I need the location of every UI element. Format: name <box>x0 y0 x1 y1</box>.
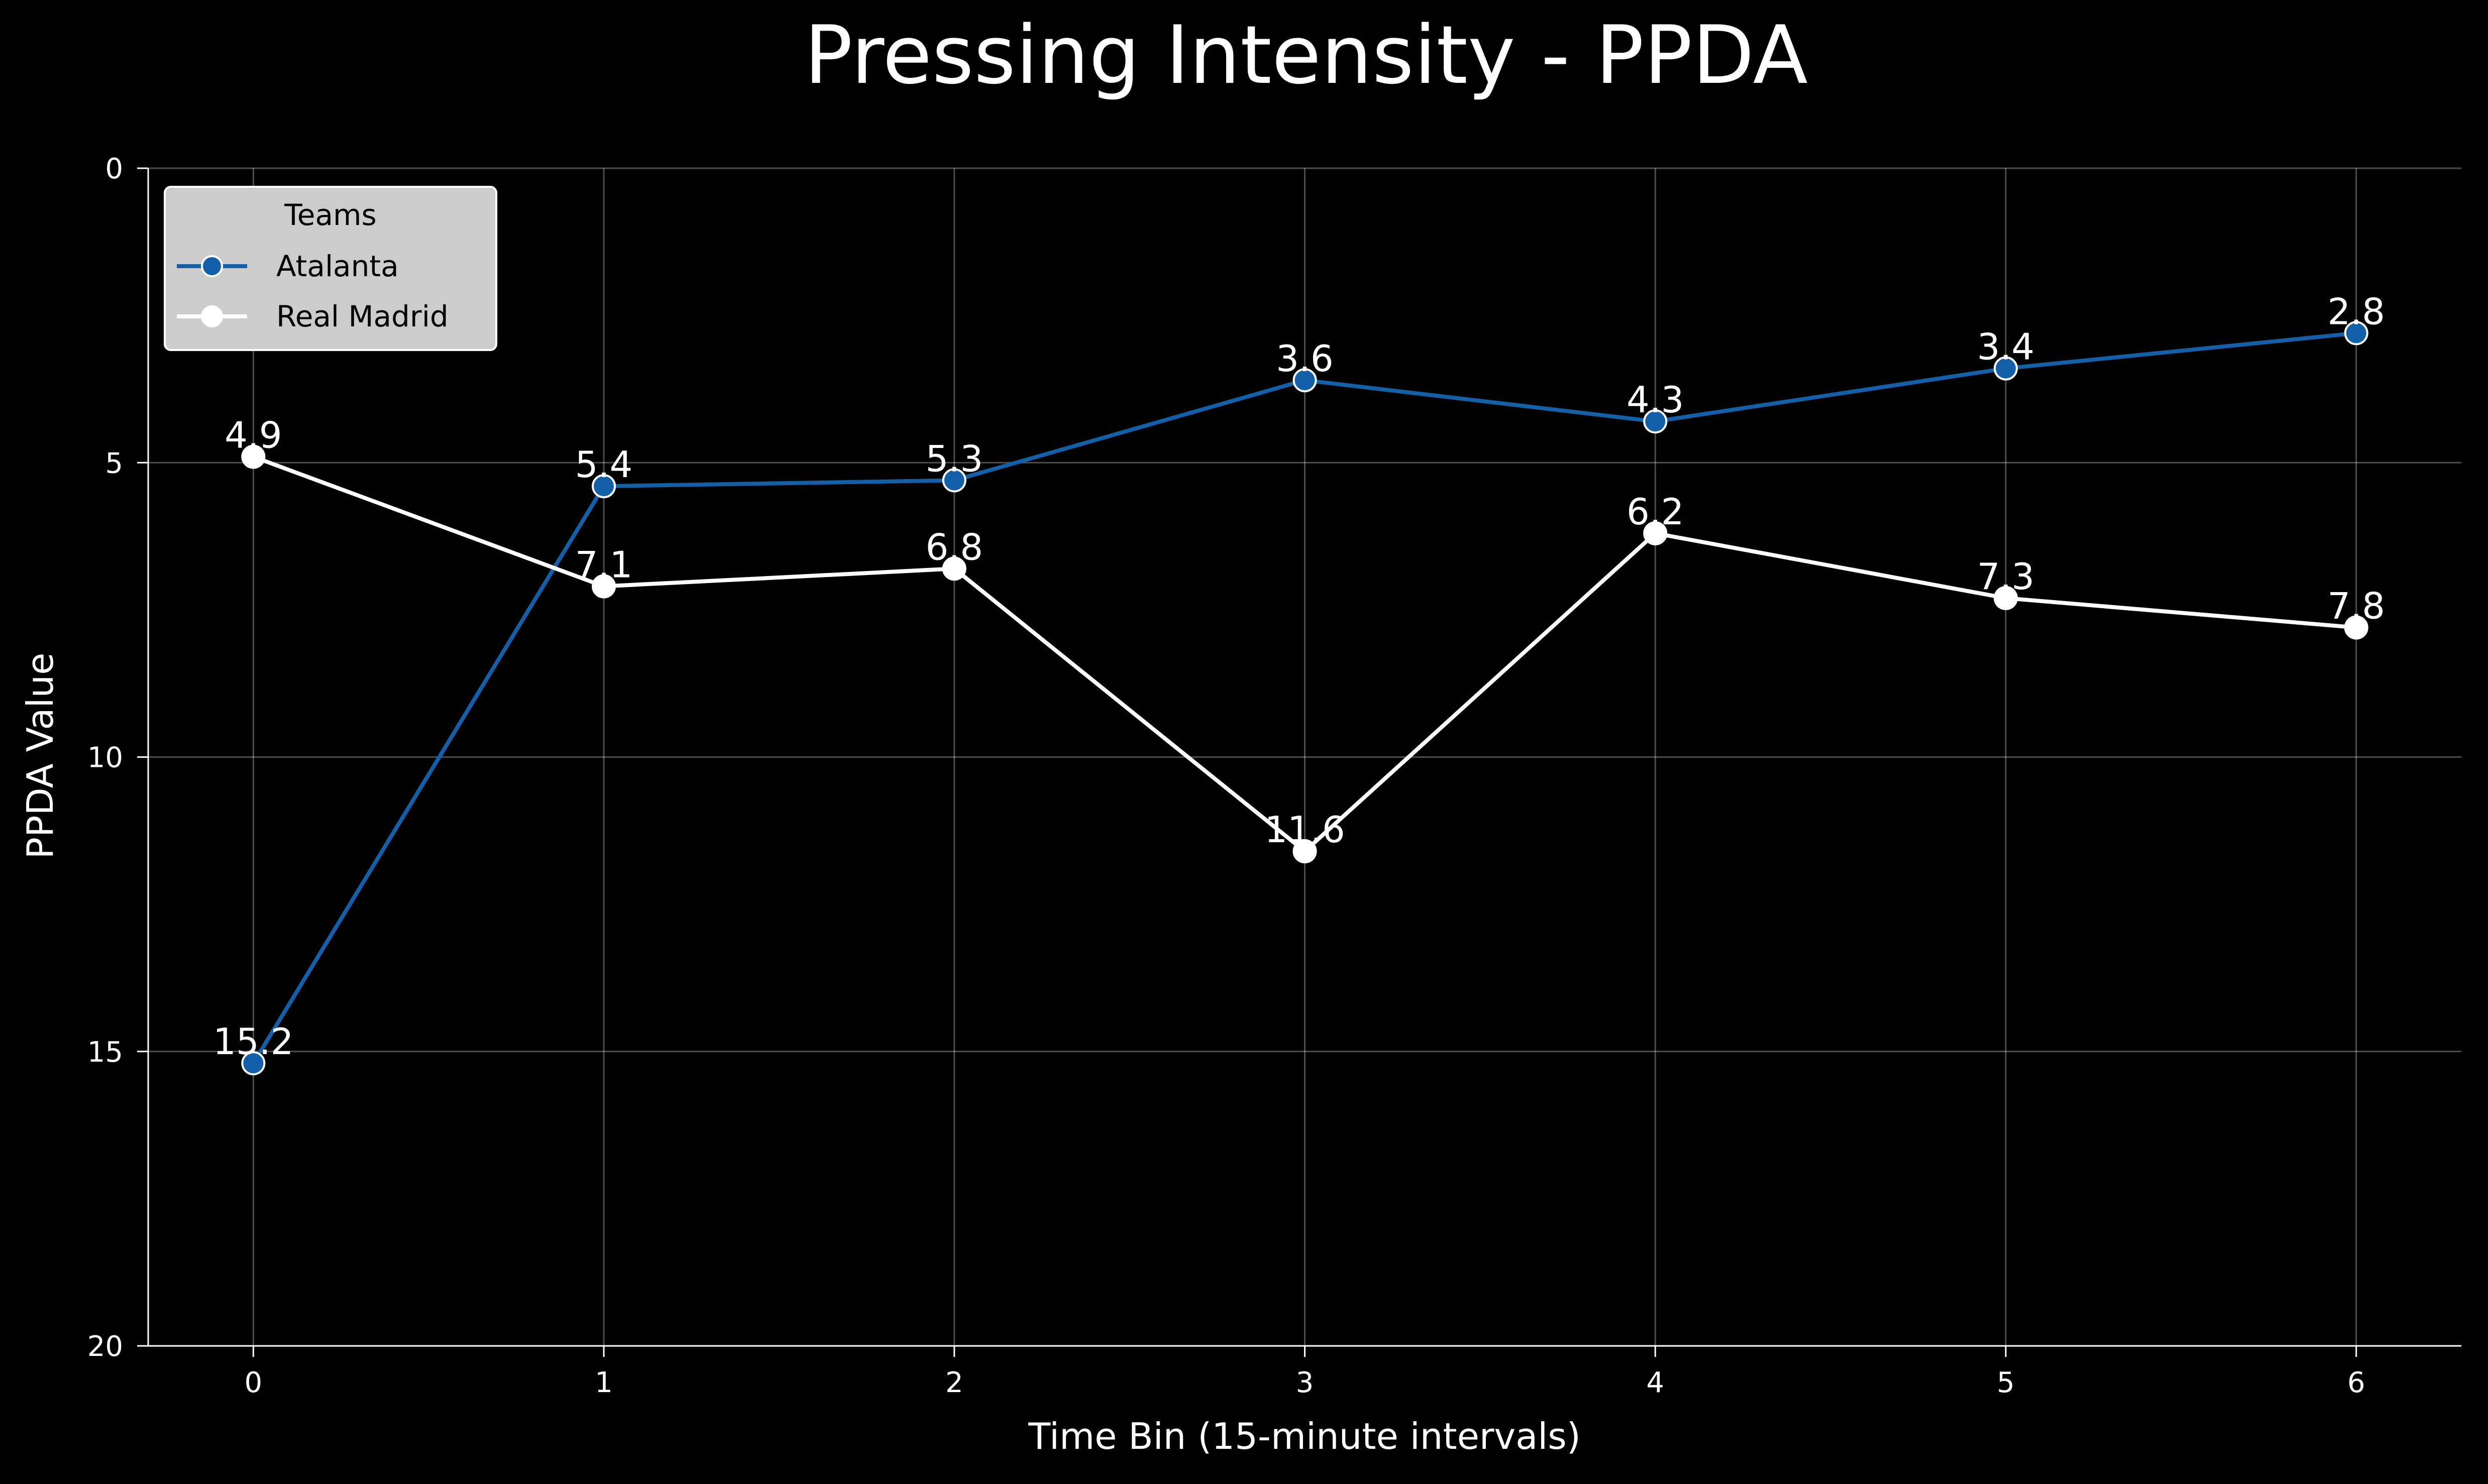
data-label-atalanta-4: 4.3 <box>1627 379 1684 421</box>
legend: Teams Atalanta Real Madrid <box>164 186 497 351</box>
data-point-real-madrid-4 <box>1643 521 1668 545</box>
data-point-real-madrid-5 <box>1993 586 2018 610</box>
data-point-atalanta-6 <box>2344 321 2368 346</box>
data-point-real-madrid-3 <box>1292 839 1317 864</box>
data-label-real-madrid-1: 7.1 <box>575 543 633 586</box>
data-labels: 15.2 5.4 5.3 3.6 4.3 3.4 2.8 4.9 7.1 6.8 11.6 6.2 7.… <box>213 290 2385 1063</box>
data-point-atalanta-2 <box>942 468 966 493</box>
data-point-atalanta-3 <box>1292 368 1317 393</box>
legend-entries: Atalanta Real Madrid <box>177 249 449 333</box>
data-label-real-madrid-6: 7.8 <box>2327 585 2385 627</box>
data-label-real-madrid-4: 6.2 <box>1627 491 1684 533</box>
y-axis-label: PPDA Value <box>19 653 61 859</box>
y-tick-label-15: 15 <box>87 1036 123 1069</box>
y-tick-label-5: 5 <box>105 447 123 480</box>
data-point-atalanta-4 <box>1643 409 1668 434</box>
x-tick-label-3: 3 <box>1296 1366 1314 1399</box>
data-point-real-madrid-1 <box>592 574 616 599</box>
data-point-real-madrid-6 <box>2344 615 2368 640</box>
tick-labels: 0 1 2 3 4 5 6 0 5 10 15 20 <box>87 153 2365 1399</box>
legend-marker-real-madrid <box>201 305 223 327</box>
y-tick-label-0: 0 <box>105 153 123 185</box>
data-label-real-madrid-5: 7.3 <box>1977 555 2035 598</box>
data-point-real-madrid-2 <box>942 556 966 581</box>
x-tick-label-1: 1 <box>595 1366 613 1399</box>
legend-label-real-madrid: Real Madrid <box>276 299 449 333</box>
legend-marker-atalanta <box>201 255 223 277</box>
data-label-real-madrid-2: 6.8 <box>926 526 984 568</box>
chart-title: Pressing Intensity - PPDA <box>804 8 1808 102</box>
axes <box>137 167 2461 1357</box>
x-tick-label-0: 0 <box>244 1366 262 1399</box>
x-tick-label-4: 4 <box>1646 1366 1664 1399</box>
y-tick-label-20: 20 <box>87 1330 123 1363</box>
legend-box <box>164 186 497 351</box>
x-tick-label-2: 2 <box>945 1366 963 1399</box>
data-point-real-madrid-0 <box>241 444 266 469</box>
legend-label-atalanta: Atalanta <box>276 249 399 283</box>
data-point-atalanta-5 <box>1993 356 2018 381</box>
x-axis-label: Time Bin (15-minute intervals) <box>1028 1415 1581 1457</box>
legend-title: Teams <box>284 198 377 232</box>
grid-lines <box>148 167 2461 1347</box>
data-label-atalanta-0: 15.2 <box>213 1020 293 1063</box>
data-point-atalanta-1 <box>592 474 616 499</box>
data-label-atalanta-6: 2.8 <box>2327 290 2385 332</box>
data-label-real-madrid-0: 4.9 <box>225 414 282 456</box>
y-tick-label-10: 10 <box>87 742 123 774</box>
data-point-atalanta-0 <box>241 1051 266 1076</box>
data-label-atalanta-3: 3.6 <box>1276 337 1334 380</box>
data-label-atalanta-2: 5.3 <box>926 437 984 480</box>
x-tick-label-6: 6 <box>2347 1366 2365 1399</box>
data-label-atalanta-1: 5.4 <box>575 443 633 486</box>
data-label-atalanta-5: 3.4 <box>1977 326 2035 368</box>
x-tick-label-5: 5 <box>1997 1366 2015 1399</box>
series-lines <box>241 321 2368 1076</box>
data-label-real-madrid-3: 11.6 <box>1264 809 1345 851</box>
